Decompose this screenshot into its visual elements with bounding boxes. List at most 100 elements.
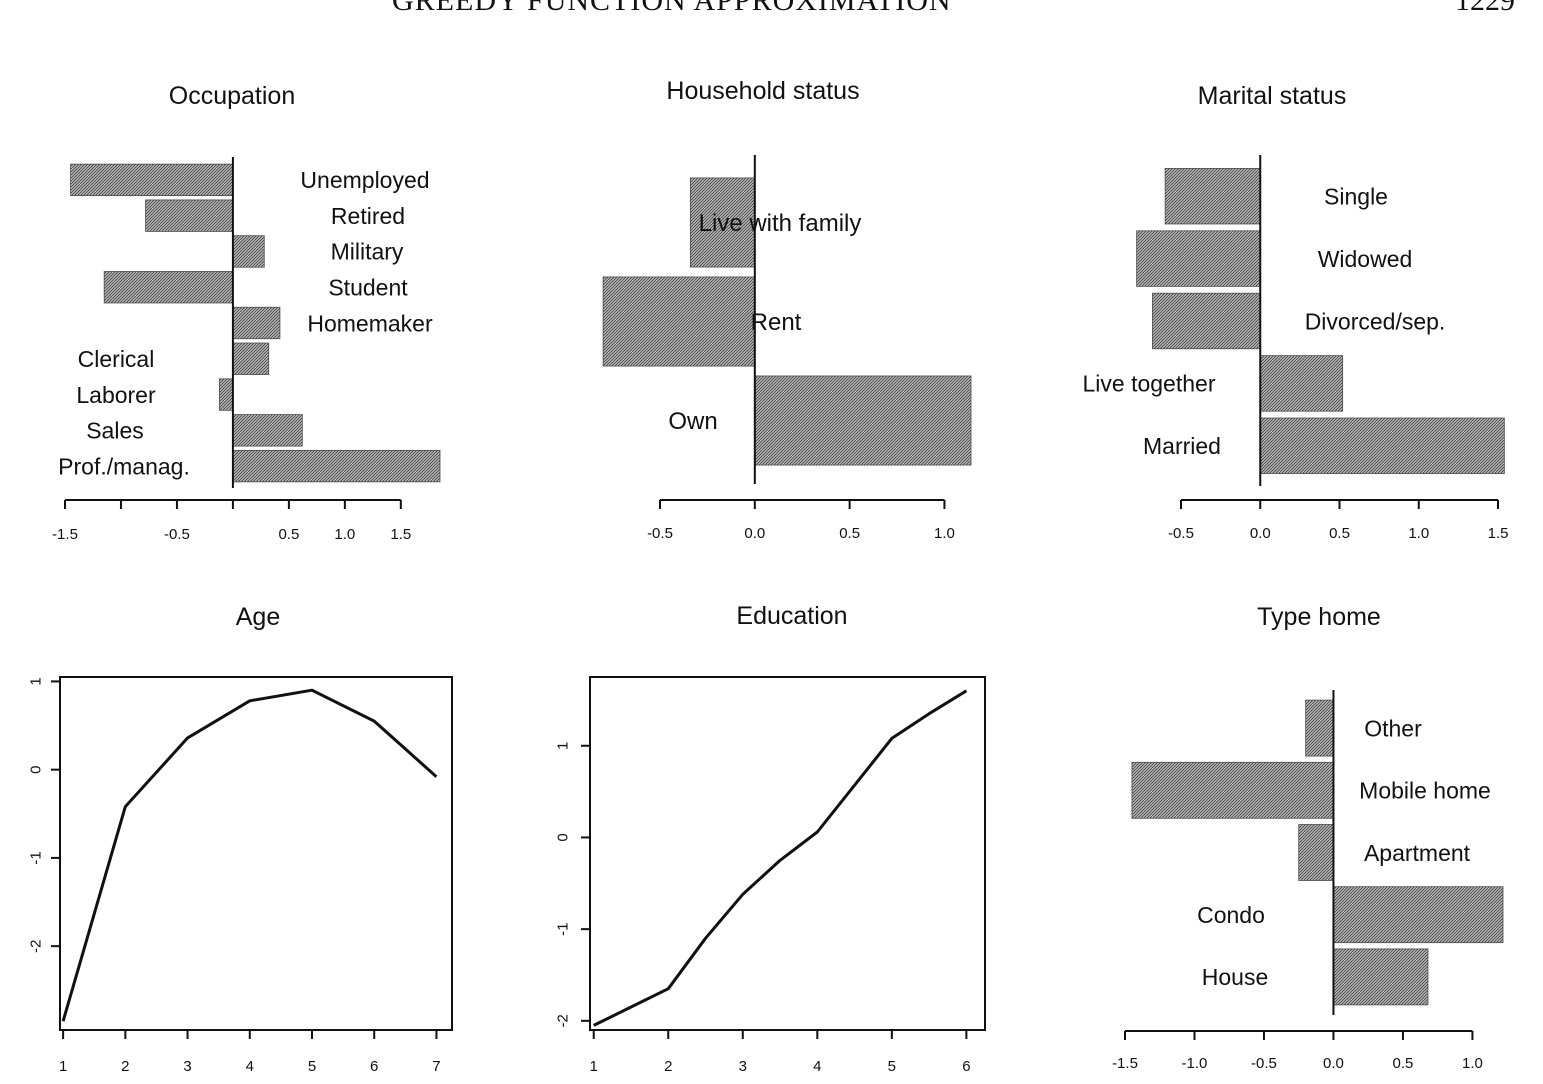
x-tick-label: 6 (962, 1058, 970, 1075)
x-tick-label: 3 (739, 1058, 747, 1075)
bar-label-single: Single (1324, 183, 1388, 209)
bar-label-condo: Condo (1197, 902, 1265, 928)
y-tick-label: 0 (555, 833, 572, 841)
bar-sales (232, 414, 303, 447)
bar-widowed (1136, 230, 1261, 287)
bar-other (1305, 699, 1334, 757)
bar-student (103, 271, 234, 304)
x-tick-label: 0.0 (1323, 1055, 1344, 1072)
bar-label-retired: Retired (331, 203, 405, 229)
bar-label-student: Student (328, 275, 408, 301)
bar-label-divorced-sep: Divorced/sep. (1305, 308, 1446, 334)
x-tick-label: 0.0 (1250, 525, 1271, 542)
x-tick-label: 2 (664, 1058, 672, 1075)
x-tick-label: -1.5 (1112, 1055, 1138, 1072)
x-tick-label: 4 (246, 1058, 254, 1075)
bar-unemployed (70, 163, 234, 197)
bar-label-live-with-family: Live with family (699, 210, 862, 237)
x-tick-label: 1.0 (334, 526, 355, 543)
occupation-chart: Occupation Unemployed Retired Military Stude… (52, 82, 441, 543)
bar-condo (1333, 886, 1504, 944)
bar-label-widowed: Widowed (1318, 246, 1413, 272)
y-tick-label: -1 (28, 851, 45, 864)
marital-status-chart: Marital status Single Widowed Divorced/sep.… (1083, 82, 1509, 542)
bar-label-homemaker: Homemaker (307, 310, 433, 336)
x-tick-label: 3 (183, 1058, 191, 1075)
x-tick-label: -0.5 (1251, 1055, 1277, 1072)
y-tick-label: 1 (555, 742, 572, 750)
bar-label-live-together: Live together (1083, 371, 1216, 397)
y-tick-label: -2 (555, 1014, 572, 1027)
bar-label-prof-manag: Prof./manag. (58, 453, 190, 479)
x-tick-label: -0.5 (647, 525, 673, 542)
chart-title-household: Household status (666, 77, 859, 105)
bar-label-rent: Rent (751, 309, 802, 336)
x-tick-label: 1.0 (1408, 525, 1429, 542)
bar-rent (602, 276, 756, 367)
y-tick-label: 0 (28, 765, 45, 773)
y-tick-label: -1 (555, 922, 572, 935)
x-tick-label: 0.5 (1393, 1055, 1414, 1072)
bar-label-house: House (1202, 964, 1268, 990)
bar-label-own: Own (668, 408, 717, 435)
x-tick-label: -1.5 (52, 526, 78, 543)
bar-house (1333, 948, 1429, 1006)
bar-own (754, 375, 972, 466)
x-tick-label: 1.5 (390, 526, 411, 543)
chart-title-education: Education (736, 602, 847, 630)
page-number: 1229 (1455, 0, 1515, 17)
y-tick-label: 1 (28, 677, 45, 685)
x-tick-label: 6 (370, 1058, 378, 1075)
chart-title-occupation: Occupation (169, 82, 295, 110)
series-line (61, 688, 438, 1022)
bar-label-clerical: Clerical (78, 346, 155, 372)
chart-title-age: Age (236, 603, 280, 631)
x-tick-label: 0.0 (744, 525, 765, 542)
series-line (593, 689, 968, 1027)
x-tick-label: 2 (121, 1058, 129, 1075)
x-tick-label: 4 (813, 1058, 821, 1075)
x-tick-label: 5 (308, 1058, 316, 1075)
bar-married (1259, 417, 1505, 474)
bar-label-laborer: Laborer (76, 382, 156, 408)
x-tick-label: 1.0 (1462, 1055, 1483, 1072)
bar-divorced-sep (1152, 292, 1261, 350)
x-tick-label: 0.5 (839, 525, 860, 542)
chart-title-marital: Marital status (1198, 82, 1347, 110)
age-chart: Age 1 2 3 4 5 6 7 1 0 -1 -2 (28, 603, 453, 1075)
household-status-chart: Household status Live with family Rent Own -… (602, 77, 972, 542)
bar-military (232, 235, 265, 268)
bar-clerical (232, 342, 270, 375)
bar-mobile-home (1131, 761, 1334, 819)
bar-retired (145, 199, 234, 232)
bar-prof-manag (232, 449, 441, 483)
x-tick-label: 1.0 (934, 525, 955, 542)
bar-label-other: Other (1364, 715, 1422, 741)
x-tick-label: 7 (432, 1058, 440, 1075)
x-tick-label: 1.5 (1488, 525, 1509, 542)
bar-label-military: Military (331, 239, 404, 265)
bar-label-married: Married (1143, 433, 1221, 459)
bar-single (1164, 168, 1261, 225)
plot-frame (59, 676, 453, 1031)
x-tick-label: -1.0 (1182, 1055, 1208, 1072)
type-home-chart: Type home Other Mobile home Apartment Condo H… (1112, 603, 1504, 1072)
x-tick-label: 5 (888, 1058, 896, 1075)
x-tick-label: -0.5 (1168, 525, 1194, 542)
bar-live-together (1259, 355, 1344, 412)
x-tick-label: 0.5 (1329, 525, 1350, 542)
plot-frame (589, 676, 986, 1031)
bar-label-mobile-home: Mobile home (1359, 778, 1491, 804)
bar-label-apartment: Apartment (1364, 840, 1471, 866)
x-tick-label: 0.5 (278, 526, 299, 543)
chart-title-typehome: Type home (1257, 603, 1381, 631)
y-tick-label: -2 (28, 939, 45, 952)
page-header: GREEDY FUNCTION APPROXIMATION 1229 (0, 0, 1543, 40)
x-tick-label: 1 (59, 1058, 67, 1075)
running-head: GREEDY FUNCTION APPROXIMATION (392, 0, 952, 17)
bar-label-sales: Sales (86, 418, 144, 444)
bar-laborer (219, 378, 234, 411)
x-tick-label: 1 (590, 1058, 598, 1075)
x-tick-label: -0.5 (164, 526, 190, 543)
